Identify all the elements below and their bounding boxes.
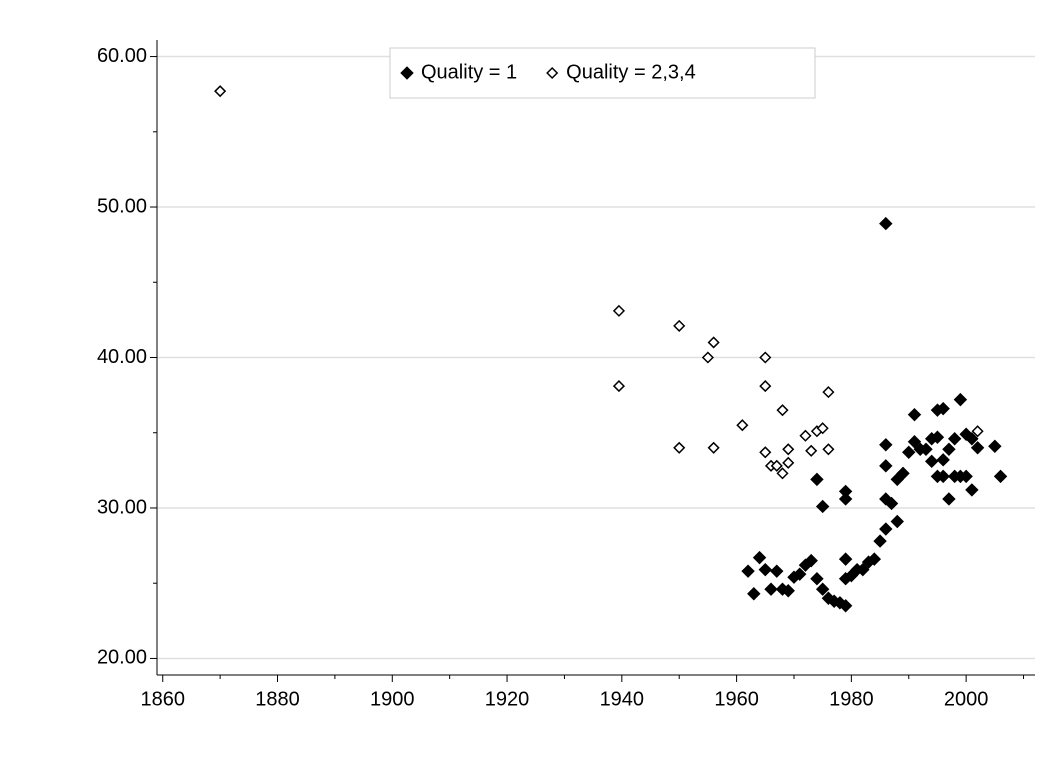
scatter-point: [782, 456, 795, 469]
scatter-point: [838, 492, 853, 506]
scatter-point: [701, 351, 714, 364]
scatter-point: [776, 467, 789, 480]
scatter-point: [879, 522, 893, 536]
scatter-point: [884, 496, 899, 511]
legend-marker: [400, 66, 414, 80]
scatter-point: [799, 429, 812, 442]
scatter-point: [214, 85, 227, 98]
scatter-point: [838, 484, 853, 499]
scatter-point: [673, 319, 686, 332]
legend-label: Quality = 2,3,4: [566, 61, 696, 83]
legend-box: [389, 47, 816, 99]
scatter-point: [930, 430, 945, 444]
scatter-point: [907, 435, 922, 449]
legend: Quality = 1 Quality = 2,3,4: [389, 47, 816, 99]
scatter-point: [936, 401, 950, 416]
scatter-point: [947, 432, 962, 446]
scatter-point: [770, 564, 784, 578]
scatter-point: [907, 407, 922, 422]
scatter-point: [959, 427, 973, 441]
scatter-point: [919, 442, 933, 456]
x-tick-label: 1980: [829, 688, 874, 710]
scatter-point: [793, 567, 807, 581]
y-tick-label: 50.00: [97, 195, 147, 217]
scatter-point: [856, 562, 870, 577]
scatter-point: [781, 584, 795, 598]
scatter-point: [936, 469, 950, 484]
scatter-point: [673, 441, 686, 454]
scatter-point: [924, 454, 939, 469]
scatter-point: [759, 446, 772, 459]
scatter-point: [838, 552, 853, 566]
scatter-point: [890, 514, 904, 529]
scatter-point: [759, 351, 772, 364]
x-tick-label: 1940: [600, 688, 645, 710]
x-tick-label: 1900: [370, 688, 415, 710]
scatter-point: [993, 469, 1008, 484]
scatter-point: [902, 445, 916, 460]
scatter-point: [810, 472, 824, 487]
scatter-point: [770, 459, 783, 472]
scatter-point: [959, 469, 973, 484]
scatter-point: [707, 441, 720, 454]
legend-label: Quality = 1: [421, 61, 517, 83]
scatter-point: [942, 492, 956, 506]
x-tick-label: 2000: [944, 688, 989, 710]
scatter-point: [838, 599, 853, 613]
scatter-point: [804, 553, 818, 568]
scatter-point: [833, 596, 847, 610]
scatter-point: [776, 404, 789, 417]
x-tick-label: 1920: [485, 688, 530, 710]
scatter-point: [815, 499, 830, 514]
scatter-point: [758, 562, 772, 577]
scatter-point: [942, 442, 956, 456]
scatter-point: [879, 438, 893, 452]
scatter-point: [822, 443, 835, 456]
scatter-point: [816, 422, 829, 435]
scatter-point: [759, 380, 772, 393]
scatter-point: [873, 534, 887, 548]
scatter-point: [782, 443, 795, 456]
scatter-point: [988, 439, 1002, 453]
scatter-point: [867, 552, 882, 566]
scatter-point: [822, 386, 835, 399]
scatter-point: [965, 432, 979, 446]
x-tick-label: 1960: [714, 688, 759, 710]
y-tick-label: 40.00: [97, 346, 147, 368]
scatter-point: [805, 444, 818, 457]
scatter-point: [879, 459, 893, 473]
scatter-point: [747, 587, 761, 601]
scatter-point: [896, 466, 910, 481]
scatter-point: [741, 564, 755, 578]
scatter-point: [764, 582, 778, 596]
y-tick-label: 30.00: [97, 496, 147, 518]
scatter-point: [970, 441, 985, 455]
legend-marker: [546, 66, 559, 80]
scatter-point: [736, 419, 749, 432]
x-tick-label: 1860: [140, 688, 185, 710]
scatter-point: [707, 336, 720, 349]
scatter-point: [936, 453, 950, 467]
scatter-point: [612, 304, 626, 317]
y-tick-label: 60.00: [97, 45, 147, 67]
scatter-point: [879, 216, 893, 231]
scatter-point: [965, 483, 979, 497]
scatter-point: [953, 392, 968, 407]
y-tick-label: 20.00: [97, 647, 147, 669]
scatter-point: [815, 582, 830, 596]
scatter-point: [612, 380, 626, 393]
x-tick-label: 1880: [255, 688, 300, 710]
scatter-point: [752, 550, 767, 565]
scatter-point: [971, 425, 984, 438]
scatter-point: [810, 571, 824, 586]
